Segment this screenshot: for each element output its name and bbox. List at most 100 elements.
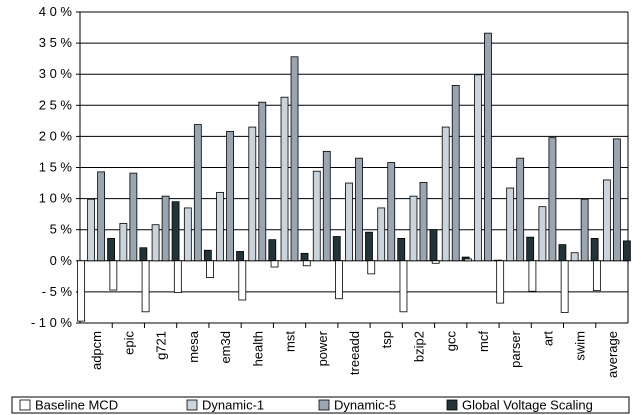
x-category-label: health xyxy=(250,331,265,366)
bar-bzip2-global-voltage-scaling xyxy=(429,229,438,262)
x-category-label: treeadd xyxy=(347,331,362,375)
bar-adpcm-global-voltage-scaling xyxy=(107,238,116,262)
bar-health-global-voltage-scaling xyxy=(268,239,277,262)
bar-swim-dynamic-1 xyxy=(570,252,579,262)
bar-parser-dynamic-1 xyxy=(506,187,515,262)
bar-health-dynamic-5 xyxy=(258,101,267,262)
bar-swim-baseline-mcd xyxy=(560,260,569,313)
y-tick-label: 3 5 % xyxy=(39,35,73,50)
bar-art-baseline-mcd xyxy=(528,260,537,292)
bar-average-baseline-mcd xyxy=(592,260,601,292)
x-category-label: epic xyxy=(121,331,136,355)
bar-em3d-global-voltage-scaling xyxy=(236,251,244,262)
y-tick-label: 1 5 % xyxy=(39,160,73,175)
x-category-label: mcf xyxy=(476,331,491,352)
bar-mst-global-voltage-scaling xyxy=(300,252,309,262)
x-category-label: mesa xyxy=(186,330,201,363)
legend-swatch xyxy=(318,399,330,411)
y-tick-label: 1 0 % xyxy=(39,191,73,206)
bar-g721-global-voltage-scaling xyxy=(171,201,180,262)
legend-label: Dynamic-1 xyxy=(202,398,264,413)
bar-power-global-voltage-scaling xyxy=(332,236,341,262)
bar-bzip2-dynamic-1 xyxy=(409,195,418,262)
bar-mst-baseline-mcd xyxy=(270,260,279,268)
y-tick-label: 3 0 % xyxy=(39,66,73,81)
bar-power-dynamic-1 xyxy=(312,170,321,262)
bar-em3d-baseline-mcd xyxy=(206,260,214,278)
bar-art-global-voltage-scaling xyxy=(558,244,567,262)
bar-mst-dynamic-1 xyxy=(280,96,289,262)
bar-health-dynamic-1 xyxy=(248,126,257,262)
legend-swatch xyxy=(186,399,198,411)
bar-power-baseline-mcd xyxy=(302,260,311,267)
bar-average-global-voltage-scaling xyxy=(622,240,631,262)
x-category-label: parser xyxy=(508,330,523,368)
x-category-label: power xyxy=(315,330,330,366)
legend-swatch xyxy=(446,399,458,411)
x-category-label: swim xyxy=(573,331,588,361)
legend-label: Dynamic-5 xyxy=(334,398,396,413)
x-category-label: gcc xyxy=(444,331,459,352)
bar-power-dynamic-5 xyxy=(322,150,331,262)
gridlines xyxy=(80,11,628,324)
bar-adpcm-dynamic-5 xyxy=(97,171,106,262)
bar-gcc-baseline-mcd xyxy=(431,260,440,264)
bar-epic-baseline-mcd xyxy=(109,260,118,291)
y-tick-label: 2 0 % xyxy=(39,128,73,143)
bar-art-dynamic-1 xyxy=(538,206,547,262)
x-category-label: art xyxy=(540,331,555,347)
bar-adpcm-dynamic-1 xyxy=(87,198,96,262)
bar-g721-baseline-mcd xyxy=(141,260,150,313)
bar-tsp-baseline-mcd xyxy=(367,260,376,275)
bar-mst-dynamic-5 xyxy=(290,56,299,262)
y-tick-label: 0 % xyxy=(50,253,73,268)
bar-epic-dynamic-5 xyxy=(129,172,138,262)
bar-bzip2-dynamic-5 xyxy=(419,182,428,262)
legend: Baseline MCD Dynamic-1 Dynamic-5 Global Vol… xyxy=(11,396,630,414)
bar-em3d-dynamic-5 xyxy=(226,131,234,262)
y-tick-label: 5 % xyxy=(50,222,73,237)
bar-treeadd-dynamic-1 xyxy=(345,182,353,262)
bar-health-baseline-mcd xyxy=(238,260,247,301)
bar-swim-dynamic-5 xyxy=(580,198,589,262)
x-category-label: adpcm xyxy=(89,331,104,370)
bar-mesa-dynamic-1 xyxy=(183,207,192,262)
bars xyxy=(77,32,631,322)
bar-parser-dynamic-5 xyxy=(516,157,525,262)
bar-epic-dynamic-1 xyxy=(119,223,128,262)
bar-parser-global-voltage-scaling xyxy=(526,236,535,262)
bar-mcf-baseline-mcd xyxy=(464,258,472,262)
bar-gcc-dynamic-5 xyxy=(451,84,460,262)
y-tick-label: 4 0 % xyxy=(39,4,73,19)
x-category-label: em3d xyxy=(218,331,233,364)
axes xyxy=(76,11,629,328)
legend-label: Baseline MCD xyxy=(35,398,118,413)
y-tick-label: - 5 % xyxy=(42,284,73,299)
bar-art-dynamic-5 xyxy=(548,137,557,262)
bar-average-dynamic-1 xyxy=(602,179,611,262)
bar-treeadd-global-voltage-scaling xyxy=(365,231,373,262)
y-tick-label: - 1 0 % xyxy=(31,315,73,330)
x-category-label: average xyxy=(605,331,620,378)
bar-treeadd-dynamic-5 xyxy=(355,157,363,262)
bar-mesa-baseline-mcd xyxy=(173,260,182,293)
bar-gcc-dynamic-1 xyxy=(441,126,450,262)
bar-em3d-dynamic-1 xyxy=(216,191,224,262)
legend-label: Global Voltage Scaling xyxy=(462,398,593,413)
bar-mcf-dynamic-5 xyxy=(484,32,492,262)
bar-tsp-global-voltage-scaling xyxy=(397,238,406,262)
x-category-label: tsp xyxy=(379,331,394,348)
x-category-label: mst xyxy=(283,331,298,352)
bar-mesa-global-voltage-scaling xyxy=(203,249,212,262)
x-category-label: bzip2 xyxy=(411,331,426,362)
bar-average-dynamic-5 xyxy=(612,138,621,262)
bar-g721-dynamic-5 xyxy=(161,195,170,262)
bar-adpcm-baseline-mcd xyxy=(77,260,86,322)
y-tick-label: 2 5 % xyxy=(39,97,73,112)
bar-bzip2-baseline-mcd xyxy=(399,260,408,313)
bar-tsp-dynamic-5 xyxy=(387,162,396,262)
bar-epic-global-voltage-scaling xyxy=(139,247,148,262)
bar-swim-global-voltage-scaling xyxy=(590,238,599,262)
